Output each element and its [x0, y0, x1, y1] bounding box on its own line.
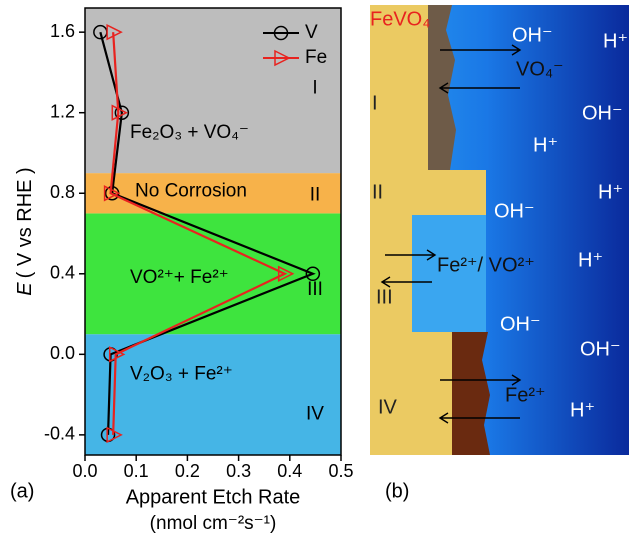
region-label: V₂O₃ + Fe²⁺ [130, 363, 233, 384]
diagram-label: H⁺ [598, 181, 623, 203]
y-axis-text: ( V vs RHE ) [14, 167, 36, 278]
x-tick-label: 0.1 [124, 461, 149, 481]
diagram-label: OH⁻ [512, 24, 553, 46]
diagram-label: H⁺ [603, 30, 628, 52]
diagram-label: H⁺ [578, 249, 603, 271]
x-tick-label: 0.3 [226, 461, 251, 481]
diagram-label: H⁺ [570, 399, 595, 421]
diagram-label: Fe²⁺ [505, 384, 546, 406]
legend-label: Fe [305, 47, 327, 68]
diagram-label: VO₄⁻ [516, 58, 564, 80]
diagram-label: OH⁻ [580, 338, 621, 360]
diagram-label: OH⁻ [500, 313, 541, 335]
diagram-label: OH⁻ [582, 102, 623, 124]
region-label: No Corrosion [135, 180, 247, 201]
y-tick-label: 1.2 [50, 101, 75, 121]
y-tick-label: -0.4 [44, 424, 75, 444]
diagram-label: FeVO₄ [370, 8, 430, 30]
diagram-label: II [372, 181, 383, 203]
y-tick-label: 1.6 [50, 21, 75, 41]
x-axis-label: Apparent Etch Rate [126, 486, 301, 508]
x-tick-label: 0.0 [72, 461, 97, 481]
diagram-label: H⁺ [533, 134, 558, 156]
diagram-label: IV [378, 396, 398, 418]
region-numeral: I [312, 78, 317, 99]
region-label: Fe₂O₃ + VO₄⁻ [130, 122, 249, 143]
diagram-label: Fe²⁺/ VO²⁺ [437, 254, 535, 276]
legend-label: V [305, 22, 318, 43]
region [85, 8, 341, 173]
region-label: VO²⁺+ Fe²⁺ [130, 267, 229, 288]
region-numeral: IV [306, 404, 324, 425]
figure: V₂O₃ + Fe²⁺IVVO²⁺+ Fe²⁺IIINo CorrosionII… [0, 0, 629, 542]
y-tick-label: 0.4 [50, 263, 75, 283]
panel-label: (a) [10, 480, 34, 502]
x-tick-label: 0.4 [277, 461, 302, 481]
region-numeral: III [307, 279, 323, 300]
y-tick-label: 0.0 [50, 343, 75, 363]
y-axis-symbol: E [14, 282, 36, 296]
region [85, 334, 341, 455]
diagram-b: (b) FeVO₄ OH⁻ H⁺ VO₄⁻ OH⁻ I H⁺ II H⁺ OH⁻ Fe²⁺/ VO²… [370, 5, 629, 502]
x-tick-label: 0.2 [175, 461, 200, 481]
x-axis-unit: (nmol cm⁻²s⁻¹) [150, 513, 277, 534]
region-numeral: II [310, 184, 321, 205]
panel-label: (b) [385, 480, 409, 502]
diagram-label: I [372, 92, 378, 114]
diagram-label: OH⁻ [494, 200, 535, 222]
y-axis-label: E ( V vs RHE ) [14, 167, 36, 295]
y-tick-label: 0.8 [50, 182, 75, 202]
diagram-label: III [376, 286, 393, 308]
x-tick-label: 0.5 [328, 461, 353, 481]
